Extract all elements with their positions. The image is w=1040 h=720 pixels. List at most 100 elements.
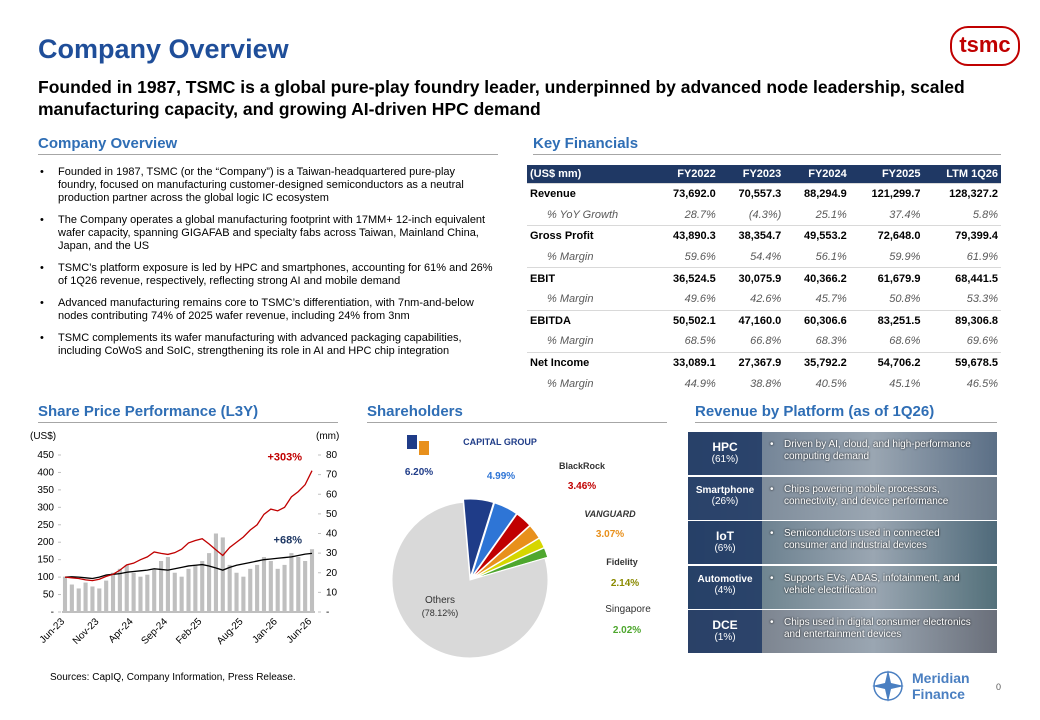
table-row: EBIT 36,524.5 30,075.9 40,366.2 61,679.9 68,4…	[527, 267, 1001, 289]
y2-tick-label: 60	[326, 489, 338, 500]
table-row: % Margin 68.5% 66.8% 68.3% 68.6% 69.6%	[527, 331, 1001, 352]
brand: Meridian Finance	[912, 670, 970, 702]
table-cell: % Margin	[547, 335, 594, 348]
table-cell: Revenue	[527, 182, 654, 205]
table-cell: 89,306.8	[923, 309, 1001, 332]
table-cell: 49.6%	[684, 293, 716, 306]
y-tick-label: 200	[37, 537, 54, 548]
table-cell: 73,692.0	[653, 182, 719, 205]
annotation: +68%	[274, 534, 303, 546]
subtitle: Founded in 1987, TSMC is a global pure-p…	[38, 77, 965, 119]
bullet: Founded in 1987, TSMC (or the “Company”)…	[38, 166, 496, 205]
table-cell: 40.5%	[815, 377, 847, 390]
column-header: FY2024	[784, 165, 850, 184]
table-row: Net Income 33,089.1 27,367.9 35,792.2 54,706…	[527, 351, 1001, 374]
shareholders-chart: CAPITAL GROUP BlackRock VANGUARD Fidelity Si…	[391, 435, 651, 659]
table-row: % Margin 44.9% 38.8% 40.5% 45.1% 46.5%	[527, 373, 1001, 394]
platform-description: Supports EVs, ADAS, infotainment, and ve…	[770, 573, 984, 597]
volume-bar	[83, 582, 88, 612]
table-cell: 59.6%	[684, 251, 716, 264]
platform-description: Semiconductors used in connected consume…	[770, 528, 984, 552]
y2-tick-label: 80	[326, 450, 338, 461]
table-cell: % Margin	[547, 293, 594, 306]
price-line	[64, 552, 313, 580]
table-cell: 38.8%	[750, 377, 782, 390]
platform-name: HPC	[712, 440, 738, 454]
volume-bar	[261, 557, 267, 612]
axis-label: (US$)	[30, 431, 56, 442]
y-tick-label: 100	[37, 572, 54, 583]
table-cell: 5.8%	[972, 208, 998, 221]
y-tick-label: 300	[37, 502, 54, 513]
platform-name: Automotive	[697, 573, 753, 585]
platform-label: DCE (1%)	[688, 610, 762, 654]
table-cell: 47,160.0	[718, 309, 785, 332]
pie-slice	[470, 502, 518, 578]
y2-tick-label: 50	[326, 509, 338, 520]
table-cell: 66.8%	[750, 335, 782, 348]
table-cell: 68.3%	[815, 335, 847, 348]
volume-bar	[90, 586, 95, 612]
table-cell: 128,327.2	[923, 182, 1001, 205]
table-cell: % YoY Growth	[547, 208, 619, 221]
y2-tick-label: 30	[326, 548, 338, 559]
platform-description: Chips used in digital consumer electroni…	[770, 617, 984, 641]
table-cell: 38,354.7	[718, 225, 785, 247]
table-cell: 121,299.7	[849, 182, 924, 205]
y2-tick-label: 10	[326, 587, 338, 598]
y-tick-label: 350	[37, 485, 54, 496]
volume-bar	[282, 564, 287, 612]
y2-tick-label: 20	[326, 568, 338, 579]
table-cell: 44.9%	[684, 377, 716, 390]
volume-bar	[186, 568, 191, 612]
column-header: LTM 1Q26	[923, 165, 1001, 184]
platform-label: HPC (61%)	[688, 432, 762, 475]
bullet: The Company operates a global manufactur…	[38, 214, 496, 253]
x-tick-label: Apr-24	[107, 616, 136, 645]
bullet: TSMC’s platform exposure is led by HPC a…	[38, 262, 496, 288]
x-tick-label: Jun-26	[285, 616, 315, 646]
volume-bar	[152, 568, 157, 612]
volume-bar	[138, 576, 143, 612]
volume-bar	[255, 564, 260, 612]
platform-label: Automotive (4%)	[688, 565, 762, 609]
platform-label: Smartphone (26%)	[688, 476, 762, 520]
volume-bar	[158, 560, 164, 612]
volume-bar	[268, 560, 273, 612]
volume-bar	[234, 572, 239, 612]
table-cell: Gross Profit	[527, 225, 654, 247]
platform-name: IoT	[716, 529, 734, 544]
table-cell: (4.3%)	[748, 208, 782, 221]
table-cell: EBITDA	[527, 309, 654, 332]
table-cell: 35,792.2	[784, 351, 850, 374]
title: Company Overview	[38, 34, 289, 64]
table-cell: Net Income	[527, 351, 654, 374]
brand-line: Finance	[912, 686, 965, 702]
platform-share: (6%)	[714, 543, 736, 555]
table-cell: 53.3%	[966, 293, 998, 306]
volume-bar	[193, 564, 198, 612]
y2-tick-label: 70	[326, 470, 338, 481]
section-header: Share Price Performance (L3Y)	[38, 403, 338, 423]
column-header: FY2023	[718, 165, 785, 184]
shareholder-name: Singapore	[605, 604, 651, 615]
platform-label: IoT (6%)	[688, 521, 762, 565]
x-tick-label: Jun-23	[38, 616, 68, 646]
value-label: (78.12%)	[422, 608, 459, 618]
table-row: % Margin 49.6% 42.6% 45.7% 50.8% 53.3%	[527, 289, 1001, 310]
y2-tick-label: 40	[326, 529, 338, 540]
pie-slice	[391, 501, 549, 659]
nf-logo	[407, 435, 417, 449]
volume-bar	[110, 572, 116, 612]
table-cell: % Margin	[547, 377, 594, 390]
table-cell: 27,367.9	[718, 351, 785, 374]
table-cell: 69.6%	[966, 335, 998, 348]
shareholder-name: BlackRock	[559, 461, 606, 471]
platform-name: Smartphone	[695, 484, 755, 496]
platform-share: (1%)	[714, 632, 736, 644]
platform-description: Driven by AI, cloud, and high-performanc…	[770, 439, 984, 463]
platform-share: (4%)	[714, 584, 736, 596]
table-cell: 50,502.1	[653, 309, 719, 332]
volume-bar	[207, 553, 212, 612]
